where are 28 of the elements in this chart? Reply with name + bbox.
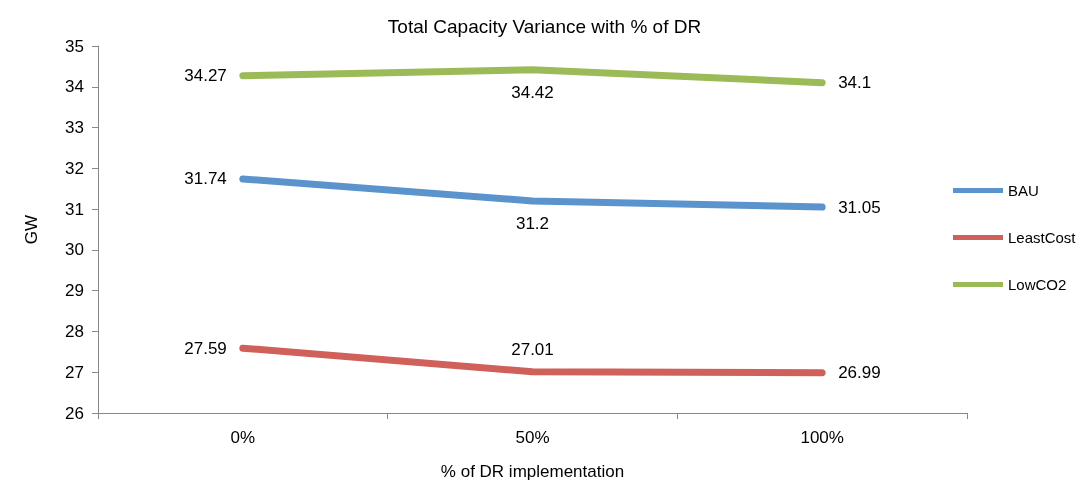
data-label: 31.05 (838, 197, 881, 217)
chart-title: Total Capacity Variance with % of DR (387, 16, 702, 37)
data-label: 31.74 (184, 169, 227, 189)
data-label: 34.27 (184, 66, 227, 86)
y-tick-label: 32 (65, 158, 84, 178)
data-label: 26.99 (838, 363, 881, 383)
x-tick-label: 100% (800, 428, 844, 447)
data-label: 27.01 (511, 339, 554, 359)
x-axis-title: % of DR implementation (440, 462, 625, 481)
legend-label: LowCO2 (1008, 276, 1067, 293)
y-tick-label: 29 (65, 281, 84, 301)
data-label: 34.1 (838, 73, 872, 93)
y-tick-label: 31 (65, 199, 84, 219)
y-tick-label: 33 (65, 118, 84, 138)
legend-label: LeastCost (1008, 229, 1077, 246)
data-label: 27.59 (184, 338, 227, 358)
x-tick-label: 0% (230, 428, 256, 447)
y-axis-title: GW (22, 214, 41, 245)
y-tick-label: 35 (65, 36, 84, 56)
y-tick-label: 28 (65, 321, 84, 341)
y-tick-label: 34 (65, 77, 84, 97)
y-tick-label: 27 (65, 362, 84, 382)
y-tick-label: 30 (65, 240, 84, 260)
legend-label: BAU (1008, 182, 1039, 199)
data-label: 31.2 (515, 213, 550, 233)
data-label: 34.42 (511, 82, 554, 102)
y-tick-label: 26 (65, 403, 84, 423)
x-tick-label: 50% (515, 428, 550, 447)
